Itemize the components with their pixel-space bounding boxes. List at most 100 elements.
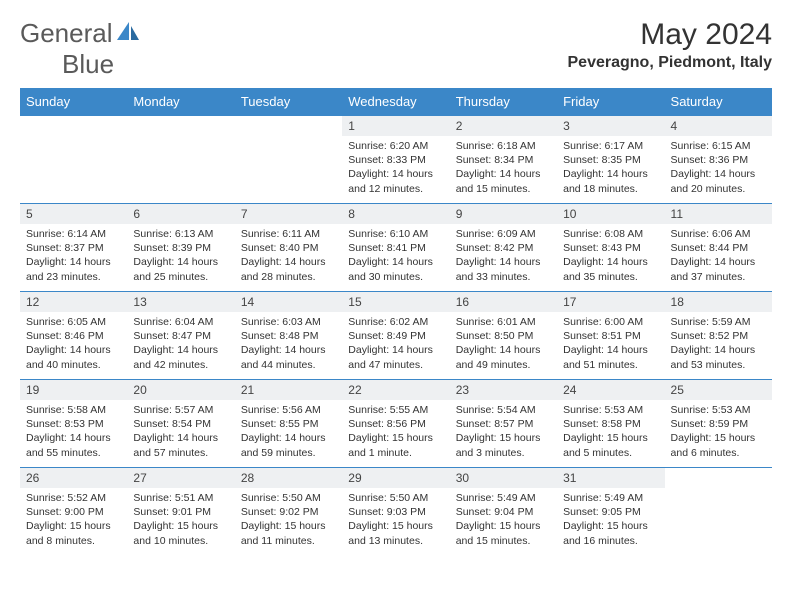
day-cell: 22Sunrise: 5:55 AMSunset: 8:56 PMDayligh… (342, 380, 449, 468)
day-content: Sunrise: 5:58 AMSunset: 8:53 PMDaylight:… (20, 400, 127, 466)
day-cell: 31Sunrise: 5:49 AMSunset: 9:05 PMDayligh… (557, 468, 664, 556)
day-cell: 23Sunrise: 5:54 AMSunset: 8:57 PMDayligh… (450, 380, 557, 468)
day-number: 15 (342, 292, 449, 312)
day-cell: 20Sunrise: 5:57 AMSunset: 8:54 PMDayligh… (127, 380, 234, 468)
day-number: 17 (557, 292, 664, 312)
day-number: 12 (20, 292, 127, 312)
day-cell: 17Sunrise: 6:00 AMSunset: 8:51 PMDayligh… (557, 292, 664, 380)
day-content: Sunrise: 5:53 AMSunset: 8:59 PMDaylight:… (665, 400, 772, 466)
weekday-header: Wednesday (342, 88, 449, 116)
day-content: Sunrise: 6:17 AMSunset: 8:35 PMDaylight:… (557, 136, 664, 202)
day-cell: 2Sunrise: 6:18 AMSunset: 8:34 PMDaylight… (450, 116, 557, 204)
day-number: 21 (235, 380, 342, 400)
day-cell: 14Sunrise: 6:03 AMSunset: 8:48 PMDayligh… (235, 292, 342, 380)
week-row: 12Sunrise: 6:05 AMSunset: 8:46 PMDayligh… (20, 292, 772, 380)
day-content: Sunrise: 6:09 AMSunset: 8:42 PMDaylight:… (450, 224, 557, 290)
day-number: 29 (342, 468, 449, 488)
day-cell: 30Sunrise: 5:49 AMSunset: 9:04 PMDayligh… (450, 468, 557, 556)
logo-text-2: Blue (62, 49, 114, 79)
day-content: Sunrise: 6:14 AMSunset: 8:37 PMDaylight:… (20, 224, 127, 290)
day-content: Sunrise: 6:08 AMSunset: 8:43 PMDaylight:… (557, 224, 664, 290)
day-cell: 5Sunrise: 6:14 AMSunset: 8:37 PMDaylight… (20, 204, 127, 292)
day-cell: 18Sunrise: 5:59 AMSunset: 8:52 PMDayligh… (665, 292, 772, 380)
location: Peveragno, Piedmont, Italy (568, 54, 773, 72)
day-number: 16 (450, 292, 557, 312)
day-content: Sunrise: 6:00 AMSunset: 8:51 PMDaylight:… (557, 312, 664, 378)
day-number: 27 (127, 468, 234, 488)
day-cell (665, 468, 772, 556)
day-content: Sunrise: 6:20 AMSunset: 8:33 PMDaylight:… (342, 136, 449, 202)
day-cell: 13Sunrise: 6:04 AMSunset: 8:47 PMDayligh… (127, 292, 234, 380)
calendar-page: GeneralBlue May 2024 Peveragno, Piedmont… (0, 0, 792, 566)
day-number: 18 (665, 292, 772, 312)
calendar-body: 1Sunrise: 6:20 AMSunset: 8:33 PMDaylight… (20, 116, 772, 556)
day-number: 7 (235, 204, 342, 224)
day-number: 23 (450, 380, 557, 400)
day-content: Sunrise: 5:50 AMSunset: 9:03 PMDaylight:… (342, 488, 449, 554)
day-content: Sunrise: 6:06 AMSunset: 8:44 PMDaylight:… (665, 224, 772, 290)
week-row: 5Sunrise: 6:14 AMSunset: 8:37 PMDaylight… (20, 204, 772, 292)
day-cell (235, 116, 342, 204)
page-header: GeneralBlue May 2024 Peveragno, Piedmont… (20, 18, 772, 80)
day-content: Sunrise: 5:53 AMSunset: 8:58 PMDaylight:… (557, 400, 664, 466)
day-content: Sunrise: 6:13 AMSunset: 8:39 PMDaylight:… (127, 224, 234, 290)
sail-icon (115, 20, 141, 47)
day-cell (20, 116, 127, 204)
day-cell: 29Sunrise: 5:50 AMSunset: 9:03 PMDayligh… (342, 468, 449, 556)
title-block: May 2024 Peveragno, Piedmont, Italy (568, 18, 773, 72)
day-content: Sunrise: 5:56 AMSunset: 8:55 PMDaylight:… (235, 400, 342, 466)
day-number: 22 (342, 380, 449, 400)
weekday-header: Friday (557, 88, 664, 116)
day-number: 20 (127, 380, 234, 400)
day-cell: 24Sunrise: 5:53 AMSunset: 8:58 PMDayligh… (557, 380, 664, 468)
weekday-header: Sunday (20, 88, 127, 116)
day-cell: 4Sunrise: 6:15 AMSunset: 8:36 PMDaylight… (665, 116, 772, 204)
day-content: Sunrise: 5:59 AMSunset: 8:52 PMDaylight:… (665, 312, 772, 378)
day-cell: 9Sunrise: 6:09 AMSunset: 8:42 PMDaylight… (450, 204, 557, 292)
day-number: 14 (235, 292, 342, 312)
day-number: 26 (20, 468, 127, 488)
weekday-header: Saturday (665, 88, 772, 116)
day-number: 6 (127, 204, 234, 224)
day-cell: 15Sunrise: 6:02 AMSunset: 8:49 PMDayligh… (342, 292, 449, 380)
weekday-header: Thursday (450, 88, 557, 116)
day-cell: 16Sunrise: 6:01 AMSunset: 8:50 PMDayligh… (450, 292, 557, 380)
day-number: 3 (557, 116, 664, 136)
day-cell: 10Sunrise: 6:08 AMSunset: 8:43 PMDayligh… (557, 204, 664, 292)
week-row: 26Sunrise: 5:52 AMSunset: 9:00 PMDayligh… (20, 468, 772, 556)
day-cell: 27Sunrise: 5:51 AMSunset: 9:01 PMDayligh… (127, 468, 234, 556)
day-number: 5 (20, 204, 127, 224)
day-number: 11 (665, 204, 772, 224)
day-content: Sunrise: 6:04 AMSunset: 8:47 PMDaylight:… (127, 312, 234, 378)
day-content: Sunrise: 6:01 AMSunset: 8:50 PMDaylight:… (450, 312, 557, 378)
day-content: Sunrise: 6:05 AMSunset: 8:46 PMDaylight:… (20, 312, 127, 378)
calendar-table: SundayMondayTuesdayWednesdayThursdayFrid… (20, 88, 772, 556)
day-number: 9 (450, 204, 557, 224)
calendar-header-row: SundayMondayTuesdayWednesdayThursdayFrid… (20, 88, 772, 116)
day-cell: 1Sunrise: 6:20 AMSunset: 8:33 PMDaylight… (342, 116, 449, 204)
day-cell: 21Sunrise: 5:56 AMSunset: 8:55 PMDayligh… (235, 380, 342, 468)
day-cell: 19Sunrise: 5:58 AMSunset: 8:53 PMDayligh… (20, 380, 127, 468)
day-cell: 6Sunrise: 6:13 AMSunset: 8:39 PMDaylight… (127, 204, 234, 292)
day-content: Sunrise: 5:52 AMSunset: 9:00 PMDaylight:… (20, 488, 127, 554)
day-cell: 26Sunrise: 5:52 AMSunset: 9:00 PMDayligh… (20, 468, 127, 556)
logo: GeneralBlue (20, 18, 143, 80)
day-number: 10 (557, 204, 664, 224)
day-content: Sunrise: 5:49 AMSunset: 9:04 PMDaylight:… (450, 488, 557, 554)
day-content: Sunrise: 5:54 AMSunset: 8:57 PMDaylight:… (450, 400, 557, 466)
day-content: Sunrise: 5:50 AMSunset: 9:02 PMDaylight:… (235, 488, 342, 554)
day-number: 8 (342, 204, 449, 224)
day-number: 31 (557, 468, 664, 488)
day-cell: 7Sunrise: 6:11 AMSunset: 8:40 PMDaylight… (235, 204, 342, 292)
day-number: 25 (665, 380, 772, 400)
day-content: Sunrise: 6:11 AMSunset: 8:40 PMDaylight:… (235, 224, 342, 290)
day-content: Sunrise: 6:18 AMSunset: 8:34 PMDaylight:… (450, 136, 557, 202)
day-content: Sunrise: 6:15 AMSunset: 8:36 PMDaylight:… (665, 136, 772, 202)
day-content: Sunrise: 5:57 AMSunset: 8:54 PMDaylight:… (127, 400, 234, 466)
day-number: 1 (342, 116, 449, 136)
weekday-header: Tuesday (235, 88, 342, 116)
day-cell: 12Sunrise: 6:05 AMSunset: 8:46 PMDayligh… (20, 292, 127, 380)
logo-inner: GeneralBlue (20, 18, 143, 80)
month-title: May 2024 (568, 18, 773, 52)
week-row: 19Sunrise: 5:58 AMSunset: 8:53 PMDayligh… (20, 380, 772, 468)
